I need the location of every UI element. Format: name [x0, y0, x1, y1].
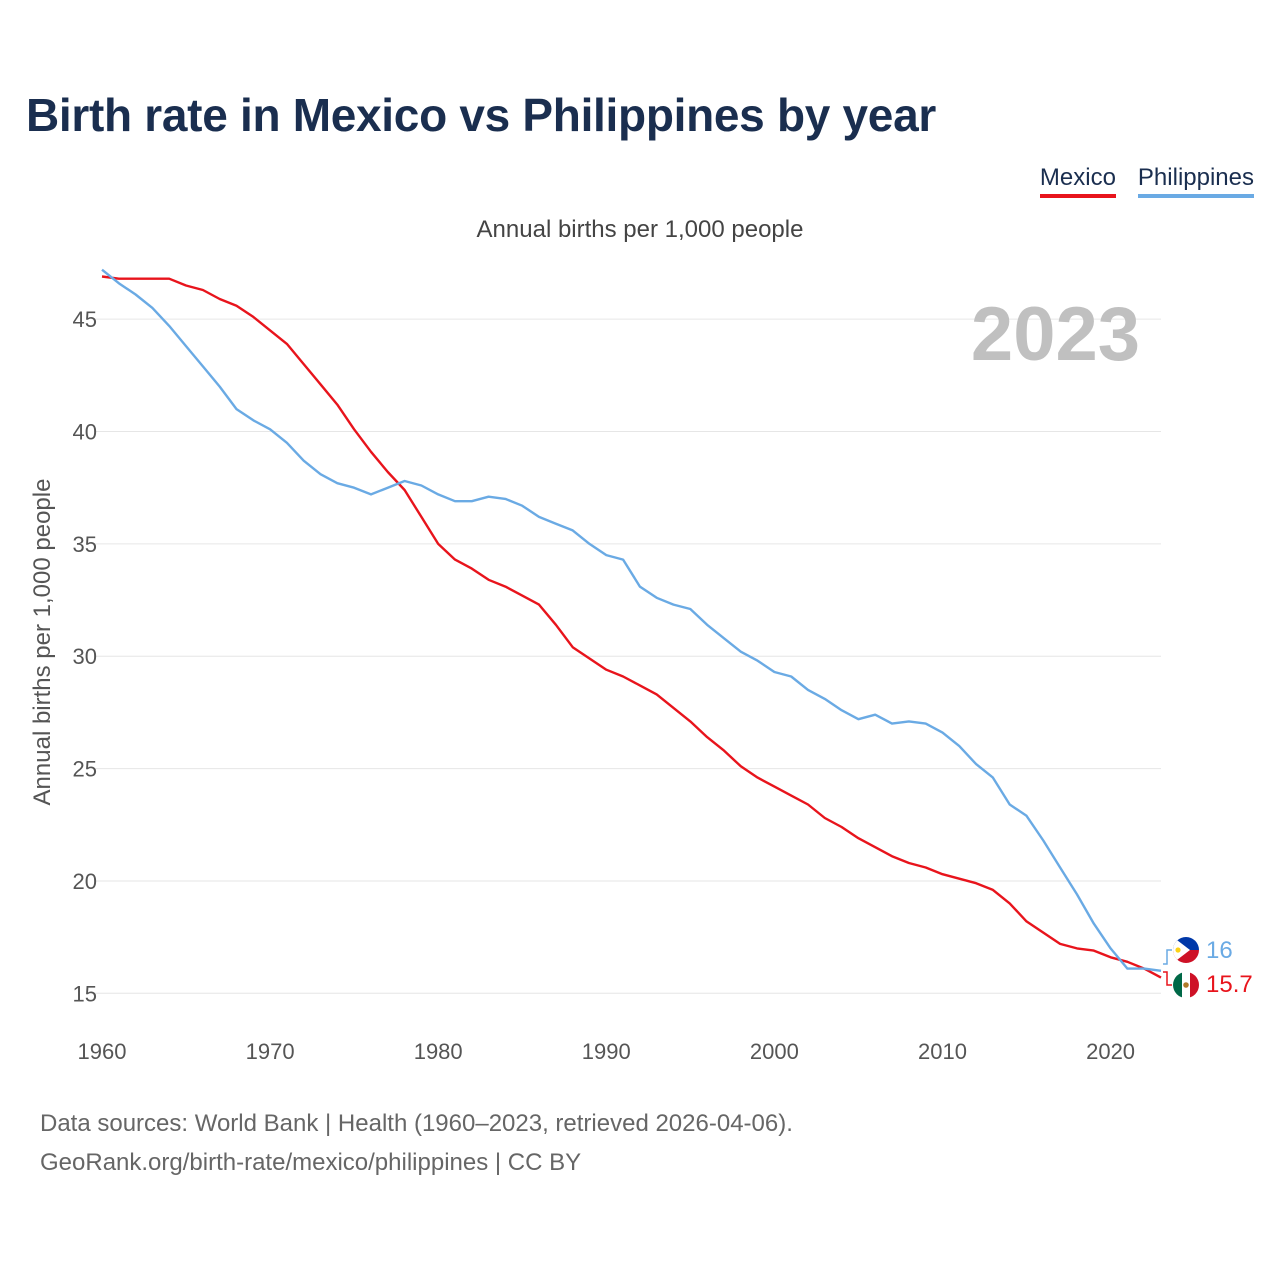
end-label-philippines: 16 [1206, 937, 1233, 964]
y-tick-label: 20 [73, 869, 97, 894]
x-tick-label: 1990 [582, 1039, 631, 1064]
end-connector-philippines [1163, 949, 1172, 965]
y-tick-label: 25 [73, 757, 97, 782]
philippines-flag-icon [1173, 937, 1199, 963]
y-axis-label: Annual births per 1,000 people [29, 479, 56, 806]
y-tick-label: 35 [73, 532, 97, 557]
x-tick-label: 2020 [1086, 1039, 1135, 1064]
mexico-flag-icon [1173, 972, 1199, 998]
year-label: 2023 [971, 292, 1140, 377]
end-connector-mexico [1163, 971, 1172, 986]
footer: Data sources: World Bank | Health (1960–… [40, 1104, 793, 1182]
legend: Mexico Philippines [1039, 164, 1254, 198]
x-tick-label: 1970 [246, 1039, 295, 1064]
chart-title: Birth rate in Mexico vs Philippines by y… [26, 89, 936, 141]
y-tick-label: 45 [73, 307, 97, 332]
footer-sources: Data sources: World Bank | Health (1960–… [40, 1110, 793, 1137]
legend-item-philippines[interactable]: Philippines [1137, 164, 1254, 198]
x-axis-ticks: 1960 1970 1980 1990 2000 2010 2020 [78, 1039, 1136, 1064]
gridlines [94, 318, 1161, 994]
end-label-mexico: 15.7 [1206, 971, 1253, 998]
x-tick-label: 1980 [414, 1039, 463, 1064]
legend-item-mexico[interactable]: Mexico [1039, 164, 1116, 198]
y-tick-label: 30 [73, 644, 97, 669]
x-tick-label: 2010 [918, 1039, 967, 1064]
y-tick-label: 40 [73, 420, 97, 445]
x-tick-label: 2000 [750, 1039, 799, 1064]
y-tick-label: 15 [73, 981, 97, 1006]
series-line-mexico [101, 275, 1162, 979]
x-tick-label: 1960 [78, 1039, 127, 1064]
footer-link[interactable]: GeoRank.org/birth-rate/mexico/philippine… [40, 1149, 582, 1176]
y-axis-ticks: 15 20 25 30 35 40 45 [73, 307, 97, 1006]
series-line-philippines [101, 268, 1162, 972]
chart-subtitle: Annual births per 1,000 people [476, 216, 804, 243]
